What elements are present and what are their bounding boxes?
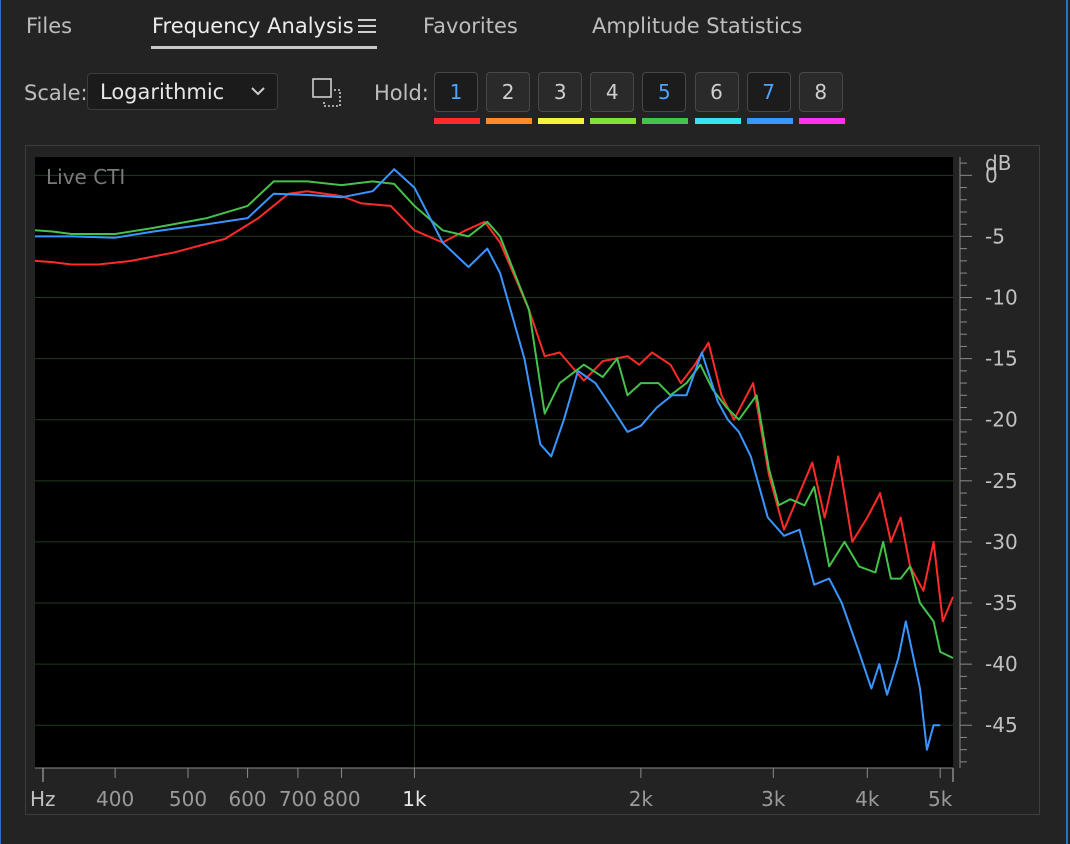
x-tick-label: 4k [855,787,880,811]
hold-button-6[interactable]: 6 [694,72,739,112]
x-tick-label: 5k [928,787,953,811]
hold-button-2[interactable]: 2 [486,72,531,112]
scale-dropdown-value: Logarithmic [100,80,225,104]
tab-amplitude-statistics[interactable]: Amplitude Statistics [592,14,803,38]
hold-color-swatch-4 [590,118,637,124]
x-unit-label: Hz [30,787,56,811]
snapshot-icon[interactable] [310,76,344,110]
x-tick-label: 800 [322,787,360,811]
hold-color-swatch-1 [434,118,480,124]
hold-button-5[interactable]: 5 [642,72,687,112]
series-line-hold-7 [35,168,941,751]
hold-color-swatch-8 [798,118,845,124]
hold-button-3[interactable]: 3 [538,72,583,112]
x-tick-label: 700 [279,787,317,811]
y-tick-label: -5 [985,224,1005,248]
y-tick-label: -45 [985,713,1018,737]
series-line-hold-5 [34,180,954,659]
x-tick-label: 1k [402,787,427,811]
x-tick-label: 2k [629,787,654,811]
y-tick-label: -15 [985,347,1018,371]
frequency-chart-panel [25,145,1040,815]
scale-label: Scale: [24,81,88,105]
y-tick-label: -40 [985,652,1018,676]
y-unit-label: dB [985,151,1011,175]
chevron-down-icon [251,87,265,96]
x-tick-label: 3k [761,787,786,811]
hold-button-4[interactable]: 4 [590,72,635,112]
y-tick-label: -10 [985,286,1018,310]
hold-label: Hold: [374,81,429,105]
x-tick-label: 600 [228,787,266,811]
y-tick-label: -25 [985,469,1018,493]
scale-dropdown[interactable]: Logarithmic [87,73,278,110]
tab-bar: Files Frequency Analysis Favorites Ampli… [0,0,1070,52]
y-tick-label: 0 [985,163,998,187]
panel-menu-icon[interactable] [358,19,376,35]
active-tab-indicator [151,46,377,49]
tab-favorites[interactable]: Favorites [423,14,518,38]
y-tick-label: -30 [985,530,1018,554]
tab-files[interactable]: Files [26,14,73,38]
y-tick-label: -20 [985,408,1018,432]
hold-color-swatch-2 [486,118,533,124]
x-tick-label: 400 [96,787,134,811]
hold-color-swatch-3 [538,118,585,124]
hold-color-swatch-6 [694,118,741,124]
hold-button-7[interactable]: 7 [746,72,791,112]
tab-frequency-analysis[interactable]: Frequency Analysis [152,14,354,38]
hold-color-swatch-5 [642,118,689,124]
x-tick-label: 500 [169,787,207,811]
plot-area [35,157,953,768]
hold-color-swatch-7 [746,118,793,124]
hold-button-8[interactable]: 8 [798,72,843,112]
live-cti-label: Live CTI [46,165,125,189]
y-tick-label: -35 [985,591,1018,615]
hold-button-1[interactable]: 1 [434,72,478,112]
